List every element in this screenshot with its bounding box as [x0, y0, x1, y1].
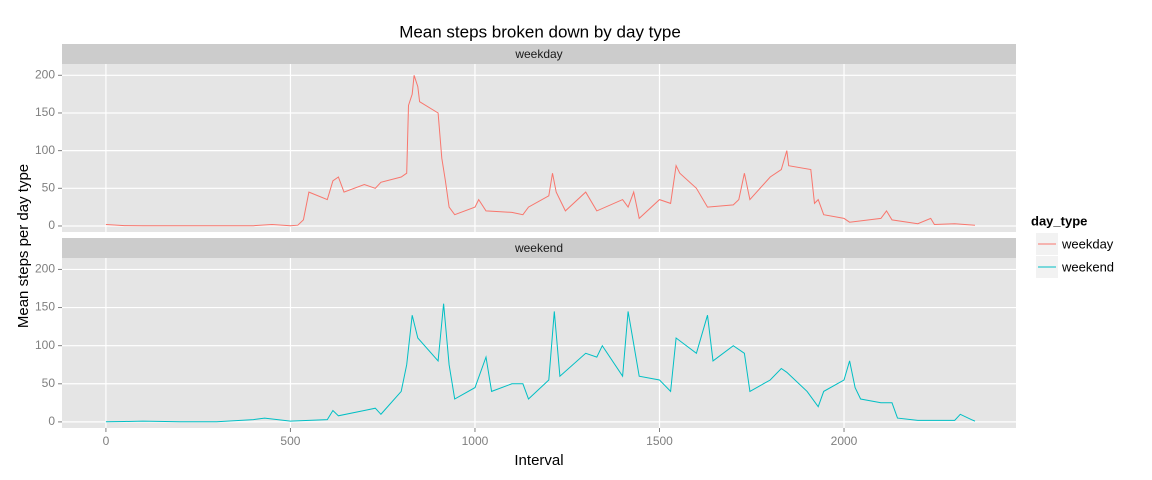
y-tick-label: 50 [42, 376, 56, 390]
x-tick-label: 1000 [462, 434, 489, 448]
strip-label: weekday [514, 47, 562, 61]
y-tick-label: 200 [35, 67, 55, 81]
x-axis-title: Interval [514, 452, 563, 469]
y-tick-label: 150 [35, 105, 55, 119]
legend-label: weekend [1061, 259, 1114, 274]
y-tick-label: 200 [35, 262, 55, 276]
y-tick-label: 150 [35, 300, 55, 314]
strip-label: weekend [514, 241, 563, 255]
y-tick-label: 0 [48, 218, 55, 232]
data-line [105, 75, 976, 227]
strip [62, 238, 1016, 258]
y-axis-title: Mean steps per day type [15, 164, 32, 328]
strip [62, 44, 1016, 64]
y-tick-label: 100 [35, 338, 55, 352]
x-tick-label: 2000 [831, 434, 858, 448]
x-tick-label: 1500 [646, 434, 673, 448]
x-tick-label: 0 [103, 434, 110, 448]
y-tick-label: 0 [48, 414, 55, 428]
chart-title: Mean steps broken down by day type [399, 22, 681, 41]
x-tick-label: 500 [280, 434, 300, 448]
legend-label: weekday [1061, 236, 1114, 251]
y-tick-label: 50 [42, 180, 56, 194]
panel-background [62, 64, 1016, 232]
data-line [105, 303, 976, 423]
legend-title: day_type [1031, 213, 1087, 228]
panel-background [62, 258, 1016, 428]
y-tick-label: 100 [35, 143, 55, 157]
